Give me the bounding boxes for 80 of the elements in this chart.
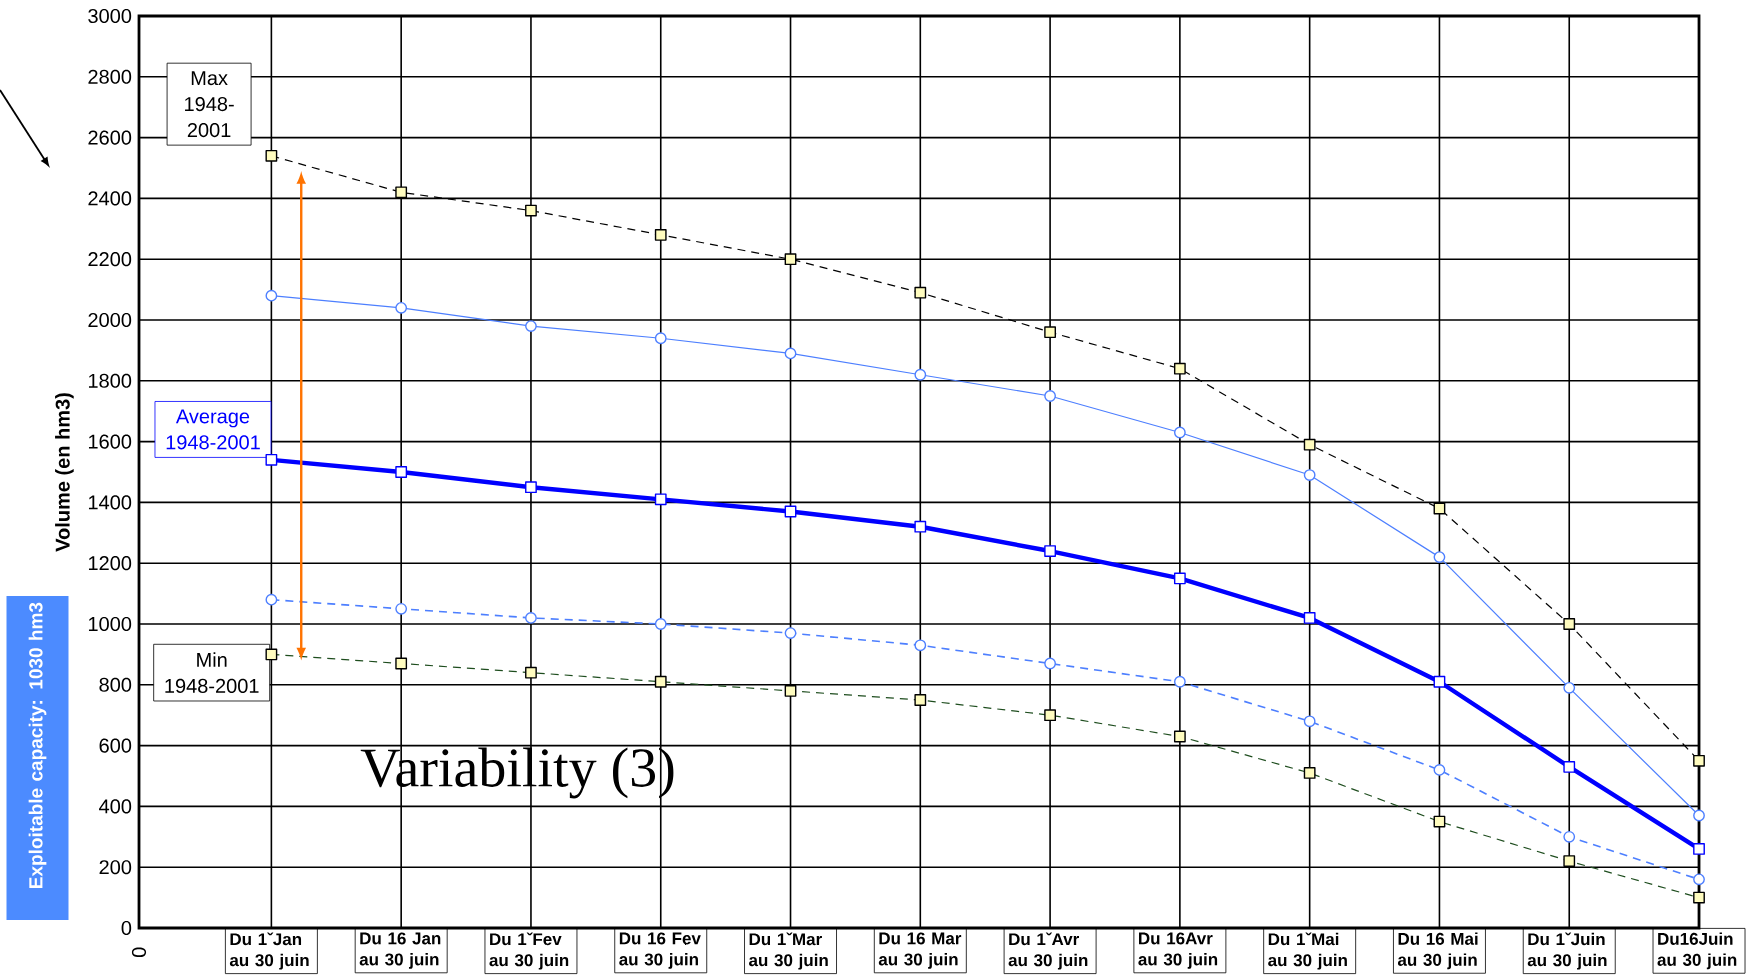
point [395,301,408,314]
point [525,320,537,332]
point [914,368,927,381]
x-tick-label: Du16Juin au 30 juin [1657,932,1737,970]
y-tick-label: 1600 [88,434,132,449]
y-tick-label: 2800 [88,69,132,84]
point [1173,675,1186,688]
point [654,493,667,506]
series-label: Max 1948-2001 [185,71,234,138]
point [1044,545,1056,557]
x-tick-label: Du 16Avr au 30 juin [1138,932,1218,969]
point [1173,362,1186,375]
point [654,618,667,630]
point [1303,469,1316,481]
y-tick-label: 2200 [88,252,132,267]
y-tick-label: 3000 [88,8,132,24]
x-tick-label: Du 16 Mai au 30 juin [1397,932,1478,970]
y-tick-label: 2600 [88,130,132,145]
point [1044,326,1056,339]
point [784,253,797,266]
y-tick-label: 800 [99,677,132,692]
y-tick-label: 1000 [88,616,132,632]
point [1433,764,1446,776]
y-tick-label: 600 [99,738,132,753]
y-tick-label: 2000 [88,312,132,328]
point [395,186,408,199]
x-tick-label: Du 16 Jan au 30 juin [359,932,441,969]
point [265,593,278,606]
y-tick-label: 1200 [88,556,132,571]
x-tick-label: Du 16 Fev au 30 juin [619,932,701,969]
y-tick-label: 1400 [88,495,132,510]
point [525,204,537,217]
point [1044,390,1056,402]
point [1563,760,1576,773]
point [395,466,408,478]
point [1693,873,1705,886]
series-label: Average 1948-2001 [166,409,260,450]
point [1303,438,1316,451]
point [1303,715,1316,728]
x-tick-label: Du 1ˇAvr au 30 juin [1008,932,1088,970]
point [784,627,797,640]
y-tick-label: 400 [99,799,132,814]
y-tick-label: 2400 [88,191,132,206]
point [1563,830,1576,843]
point [265,453,278,466]
point [525,481,537,494]
point [1173,426,1186,439]
x-tick-label: Du 1ˇFev au 30 juin [489,932,569,970]
x-tick-label: Du 1ˇJuin au 30 juin [1527,932,1607,970]
point [265,149,278,162]
point [1044,657,1056,670]
point [784,347,797,360]
y-tick-label: 1800 [88,373,132,388]
x-tick-label: Du 1ˇMar au 30 juin [749,932,828,970]
point [654,332,667,345]
point [1563,681,1576,694]
point [914,639,927,652]
y-axis-title: Volume (en hm3) [55,393,74,552]
point [1433,551,1446,564]
x-tick-label: Du 1ˇMai au 30 juin [1268,932,1347,970]
point [265,289,278,302]
point [525,612,537,624]
y-tick-label: 200 [99,860,132,875]
point [1303,612,1316,624]
point [1173,572,1186,585]
x-tick-label: Du 16 Mar au 30 juin [878,932,962,969]
point [654,228,667,241]
y-tick-label: 0 [121,920,132,936]
point [914,286,927,299]
point [1693,843,1705,855]
point [1693,809,1705,822]
text: 0 [131,947,147,958]
series-label: Min 1948-2001 [165,652,259,693]
point [1563,618,1576,630]
point [914,520,927,533]
point [1433,675,1446,688]
point [1693,754,1705,767]
text: Exploitable capacity: 1030 hm3 [28,602,47,888]
x-tick-label: Du 1ˇJan au 30 juin [229,932,309,970]
point [395,602,408,615]
